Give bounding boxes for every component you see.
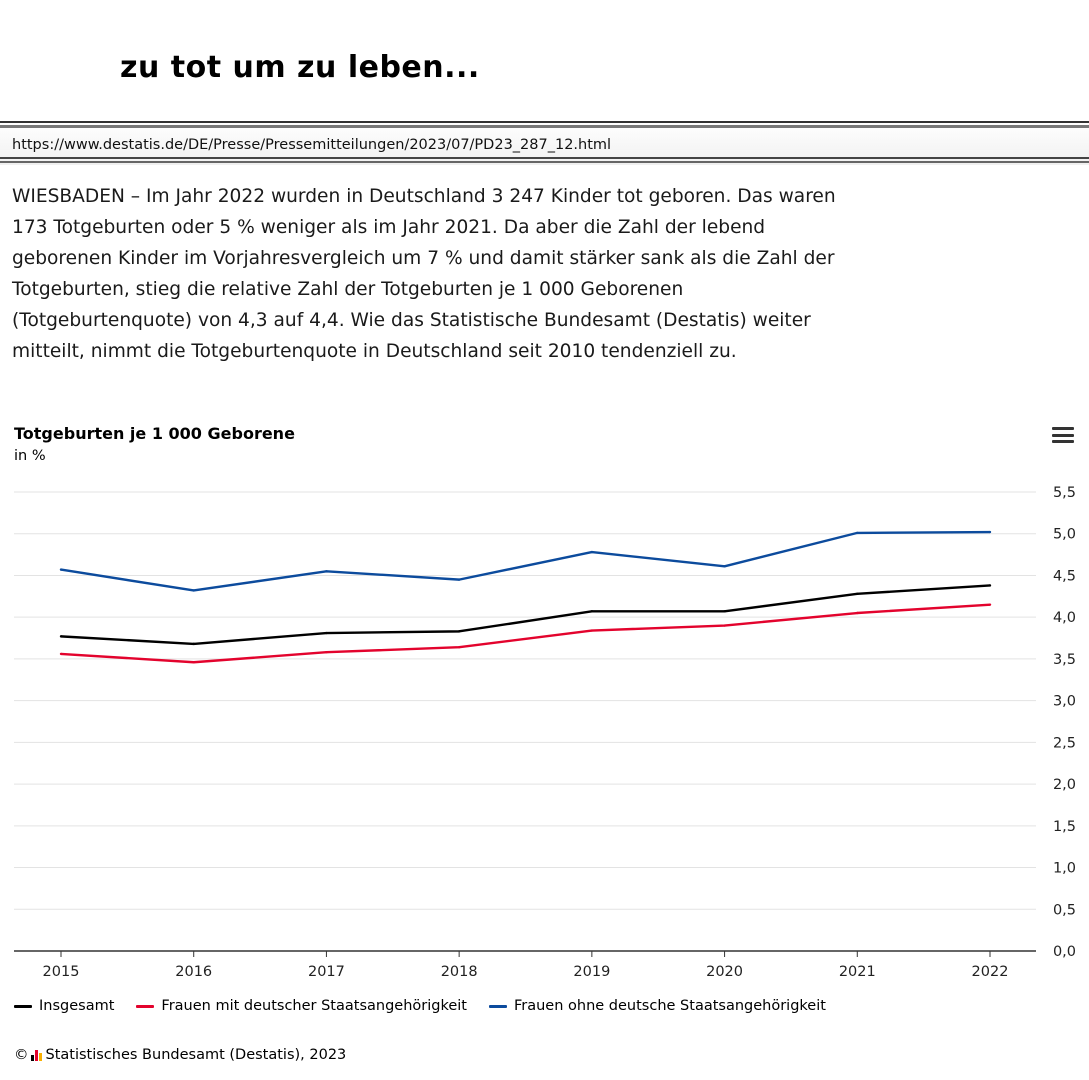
data-point — [723, 624, 726, 627]
y-tick-label: 5,5 — [1053, 485, 1076, 501]
destatis-logo-icon — [30, 1049, 42, 1061]
logo-bar — [34, 1049, 38, 1061]
data-point — [59, 652, 63, 656]
data-point — [856, 592, 859, 596]
data-point — [457, 646, 461, 649]
chart-credit: © Statistisches Bundesamt (Destatis), 20… — [14, 1047, 346, 1063]
data-point — [192, 589, 195, 592]
article-line: WIESBADEN – Im Jahr 2022 wurden in Deuts… — [12, 186, 836, 207]
data-point — [457, 630, 461, 633]
x-tick-label: 2015 — [43, 964, 80, 980]
y-tick-label: 3,5 — [1053, 652, 1076, 668]
data-point — [325, 631, 328, 635]
data-point — [988, 584, 992, 587]
legend-swatch — [14, 1004, 32, 1008]
logo-bar — [30, 1054, 34, 1061]
legend-label: Frauen mit deutscher Staatsangehörigkeit — [161, 998, 467, 1014]
series-line-0 — [60, 584, 991, 646]
data-point — [988, 530, 992, 534]
article-line: mitteilt, nimmt die Totgeburtenquote in … — [12, 341, 737, 362]
legend-swatch — [488, 1004, 507, 1008]
logo-bar — [38, 1052, 42, 1061]
x-tick-label: 2021 — [839, 964, 876, 980]
legend-item-insgesamt[interactable]: Insgesamt — [14, 998, 114, 1014]
data-point — [192, 661, 195, 664]
chart-legend: Insgesamt Frauen mit deutscher Staatsang… — [14, 998, 826, 1014]
article-line: (Totgeburtenquote) von 4,3 auf 4,4. Wie … — [12, 310, 811, 331]
data-point — [590, 550, 594, 554]
copyright-symbol: © — [14, 1047, 29, 1063]
data-point — [723, 565, 726, 568]
legend-label: Insgesamt — [39, 998, 115, 1014]
chart-title: Totgeburten je 1 000 Geborene — [14, 424, 295, 443]
line-chart: 0,0 0,5 1,0 1,5 2,0 2,5 3,0 3,5 4,0 4,5 5,0 5,5 201… — [14, 485, 1076, 980]
legend-label: Frauen ohne deutsche Staatsangehörigkeit — [513, 998, 826, 1014]
y-tick-label: 0,0 — [1053, 944, 1076, 960]
legend-swatch — [136, 1004, 155, 1008]
headline: zu tot um zu leben... — [120, 50, 480, 85]
article-text: WIESBADEN – Im Jahr 2022 wurden in Deuts… — [12, 181, 842, 367]
x-tick-label: 2020 — [706, 964, 743, 980]
x-tick-label: 2022 — [972, 964, 1009, 980]
data-point — [988, 603, 992, 606]
y-tick-label: 4,0 — [1053, 610, 1076, 626]
data-point — [59, 568, 63, 571]
x-tick-label: 2018 — [441, 964, 478, 980]
url-bar: https://www.destatis.de/DE/Presse/Presse… — [0, 121, 1089, 165]
data-point — [192, 642, 195, 646]
data-point — [590, 610, 594, 613]
article-line: geborenen Kinder im Vorjahresvergleich u… — [12, 248, 835, 269]
y-tick-label: 5,0 — [1053, 527, 1076, 543]
article-line: Totgeburten, stieg die relative Zahl der… — [12, 279, 684, 300]
y-tick-label: 4,5 — [1053, 568, 1076, 584]
data-point — [457, 578, 461, 581]
legend-item-frauen-mit-deutscher[interactable]: Frauen mit deutscher Staatsangehörigkeit — [136, 998, 467, 1014]
article-line: 173 Totgeburten oder 5 % weniger als im … — [12, 217, 766, 238]
y-tick-label: 3,0 — [1053, 694, 1076, 710]
data-point — [856, 611, 859, 615]
y-tick-label: 1,0 — [1053, 861, 1076, 877]
y-tick-label: 1,5 — [1053, 819, 1076, 835]
y-tick-label: 0,5 — [1053, 902, 1076, 918]
y-tick-label: 2,0 — [1053, 777, 1076, 793]
y-tick-label: 2,5 — [1053, 735, 1076, 751]
data-point — [325, 570, 328, 573]
data-point — [59, 635, 63, 638]
data-point — [590, 629, 594, 632]
series-line-1 — [60, 603, 991, 664]
hamburger-menu-icon[interactable] — [1052, 427, 1074, 445]
credit-text: Statistisches Bundesamt (Destatis), 2023 — [45, 1047, 347, 1063]
data-point — [325, 651, 328, 654]
chart-subtitle: in % — [14, 448, 46, 464]
x-tick-label: 2017 — [308, 964, 345, 980]
x-tick-label: 2016 — [175, 964, 212, 980]
data-point — [856, 531, 859, 535]
data-point — [723, 610, 726, 613]
series-line-2 — [60, 530, 991, 592]
legend-item-frauen-ohne-deutsche[interactable]: Frauen ohne deutsche Staatsangehörigkeit — [488, 998, 826, 1014]
x-tick-label: 2019 — [573, 964, 610, 980]
url-text[interactable]: https://www.destatis.de/DE/Presse/Presse… — [12, 137, 612, 153]
